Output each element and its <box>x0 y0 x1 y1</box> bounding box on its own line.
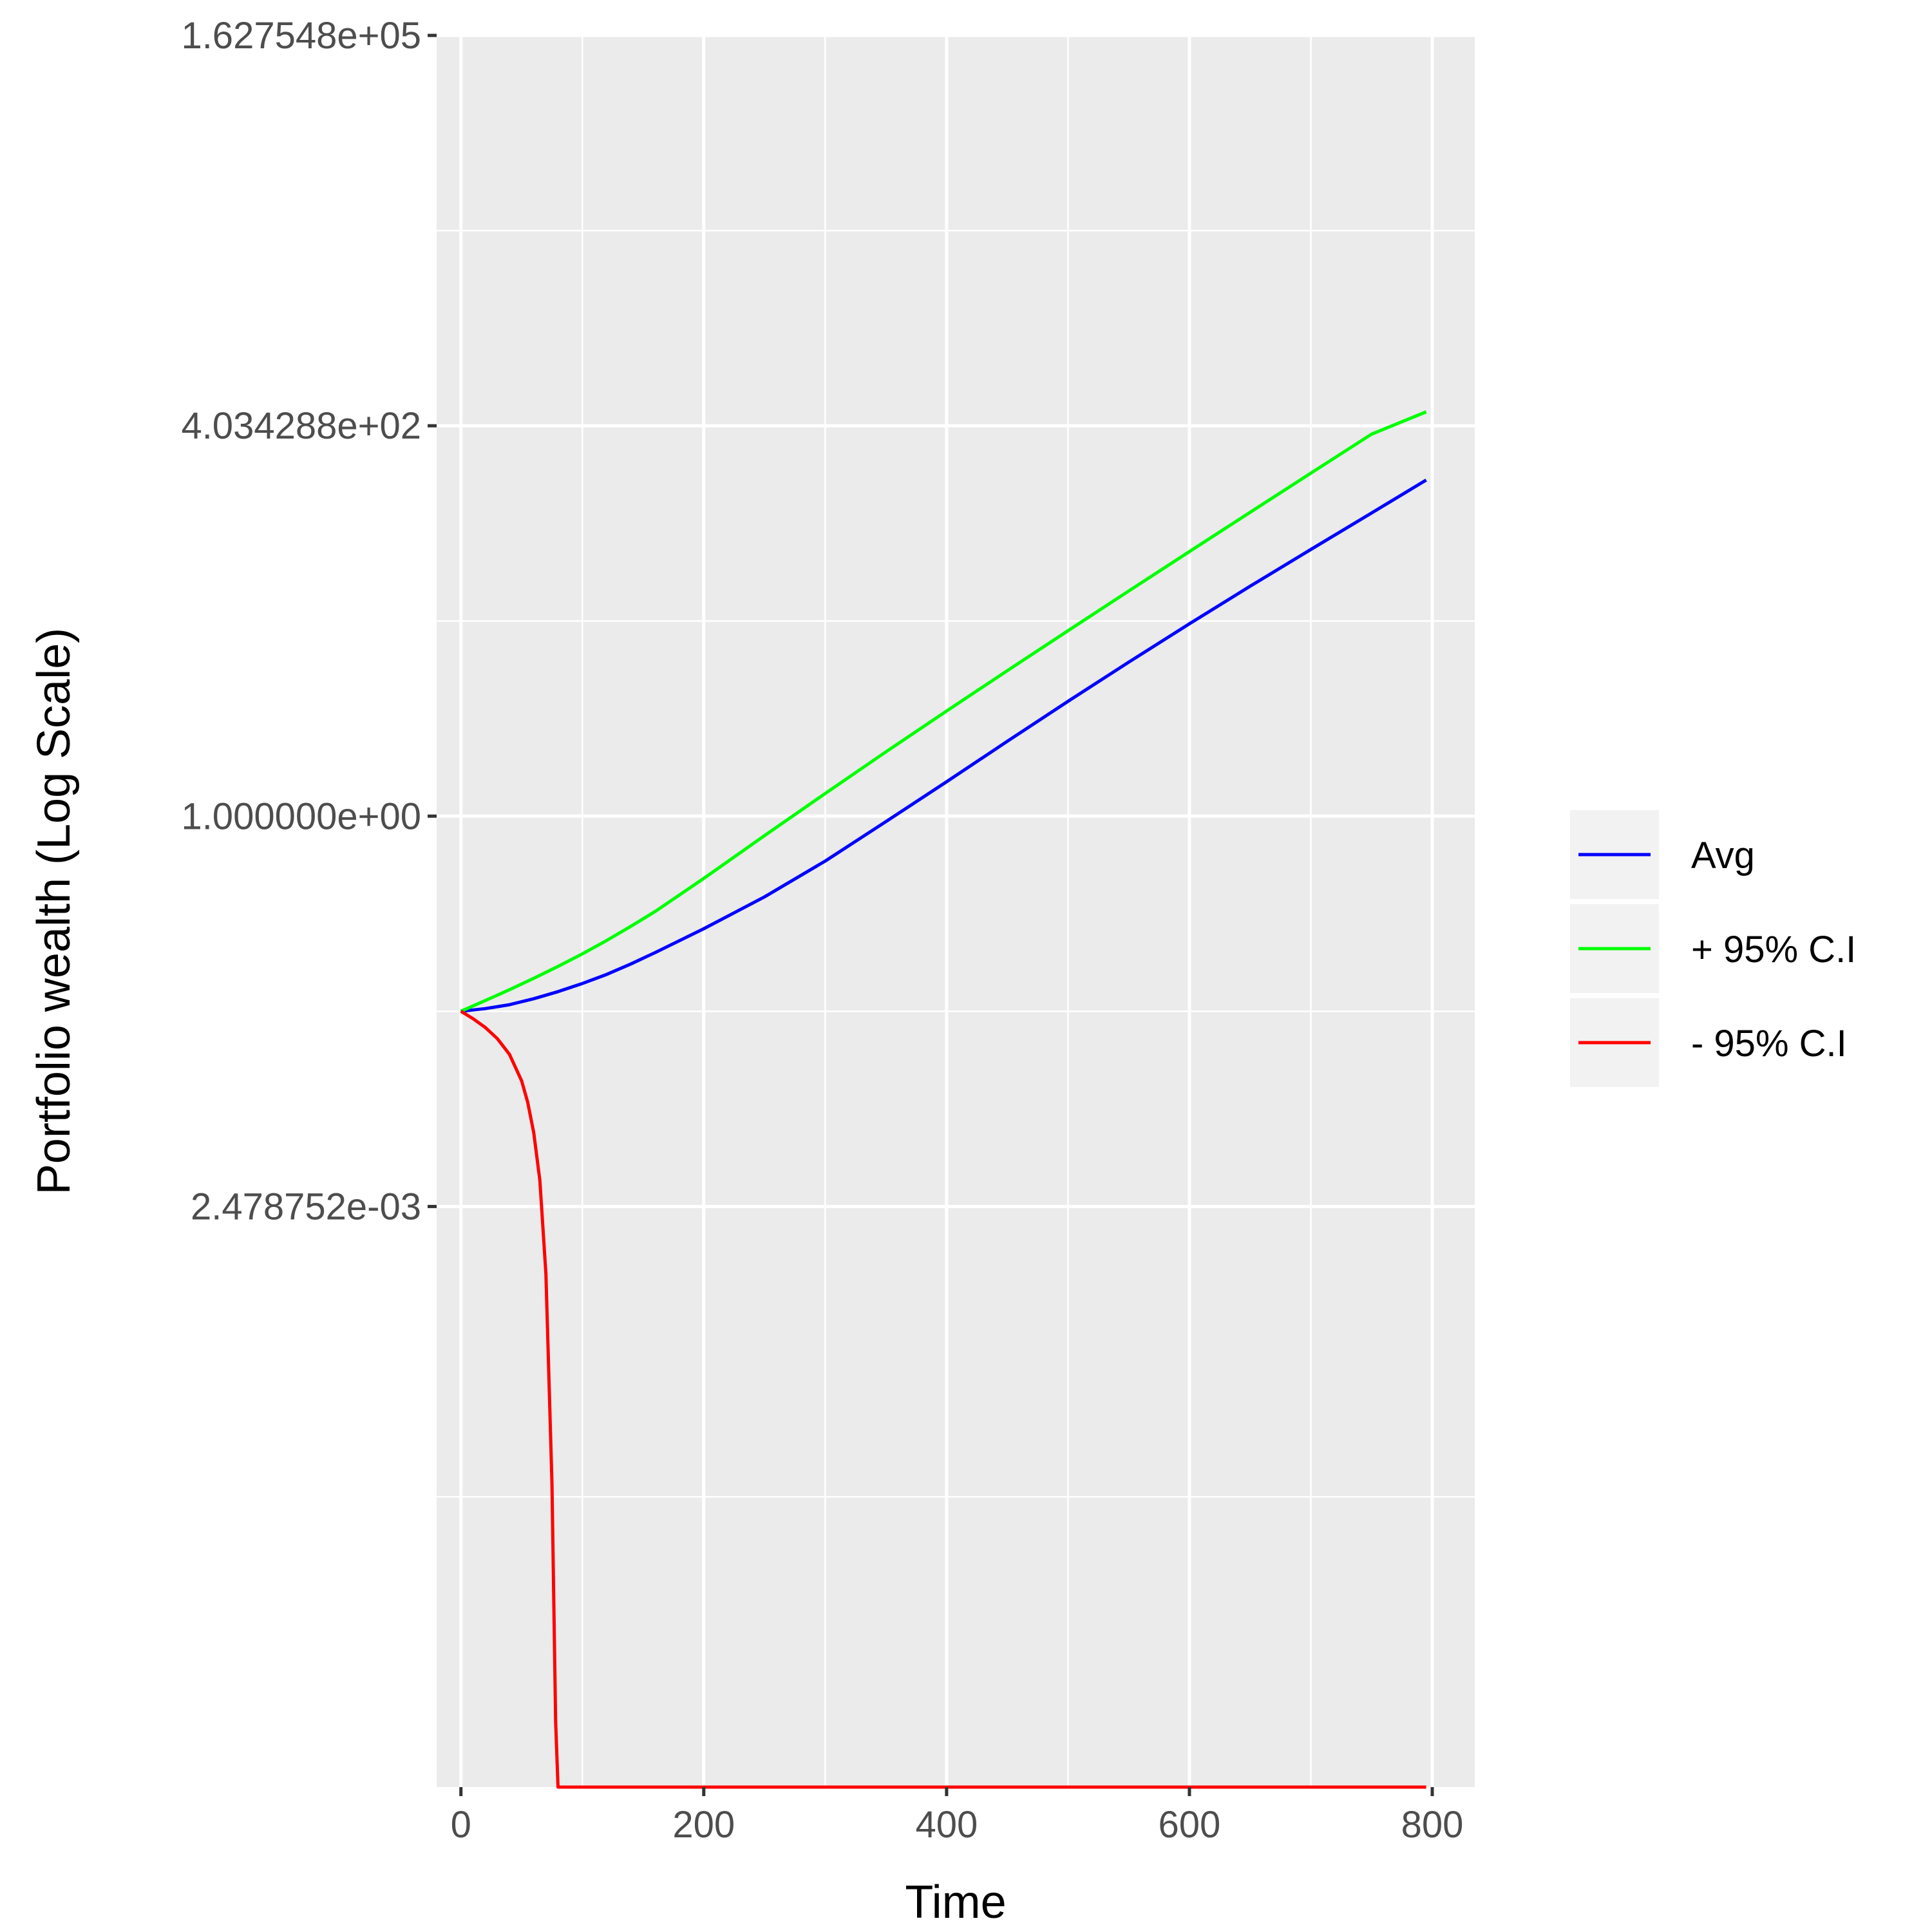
legend-label: - 95% C.I <box>1691 1023 1847 1065</box>
series-avg-line <box>460 478 1427 1013</box>
y-axis: 2.478752e-03 1.000000e+00 4.034288e+02 1.62… <box>181 15 437 1227</box>
x-axis-title: Time <box>905 1877 1006 1928</box>
y-tick-label: 1.627548e+05 <box>181 15 421 57</box>
y-axis-title: Portfolio wealth (Log Scale) <box>28 628 80 1195</box>
y-tick-label: 1.000000e+00 <box>181 795 421 837</box>
x-axis: 0 200 400 600 800 <box>451 1787 1464 1846</box>
y-tick-label: 2.478752e-03 <box>191 1186 421 1227</box>
series-upper-ci-line <box>460 410 1427 1013</box>
x-tick-label: 400 <box>915 1804 978 1846</box>
plot-panel <box>437 35 1475 1787</box>
x-tick-label: 800 <box>1401 1804 1464 1846</box>
minor-gridlines <box>437 35 1475 1787</box>
legend-label: + 95% C.I <box>1691 929 1856 971</box>
legend: Avg + 95% C.I - 95% C.I <box>1570 810 1856 1087</box>
legend-label: Avg <box>1691 835 1755 876</box>
x-tick-label: 600 <box>1159 1804 1221 1846</box>
x-tick-label: 0 <box>451 1804 471 1846</box>
y-tick-label: 4.034288e+02 <box>181 405 421 447</box>
major-gridlines <box>437 33 1475 1787</box>
x-tick-label: 200 <box>672 1804 735 1846</box>
